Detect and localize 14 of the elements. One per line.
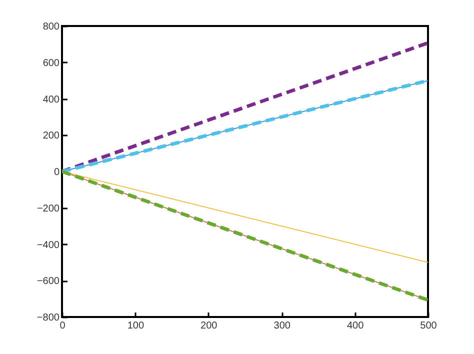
y-tick-label: 600 [42,58,60,69]
y-tick-label: −400 [36,240,60,251]
x-tick-label: 200 [200,320,218,332]
y-tick-label: −600 [36,276,60,288]
x-tick-label: 400 [346,320,364,332]
y-tick-label: 800 [42,22,60,32]
y-tick-label: −200 [36,203,60,214]
x-tick-label: 100 [127,320,144,332]
x-tick-label: 500 [420,320,438,332]
y-tick-label: 400 [42,94,60,106]
x-tick-label: 300 [274,320,291,332]
y-tick-label: 0 [54,167,60,178]
y-tick-label: 200 [42,130,60,142]
y-tick-label: −800 [36,312,60,324]
